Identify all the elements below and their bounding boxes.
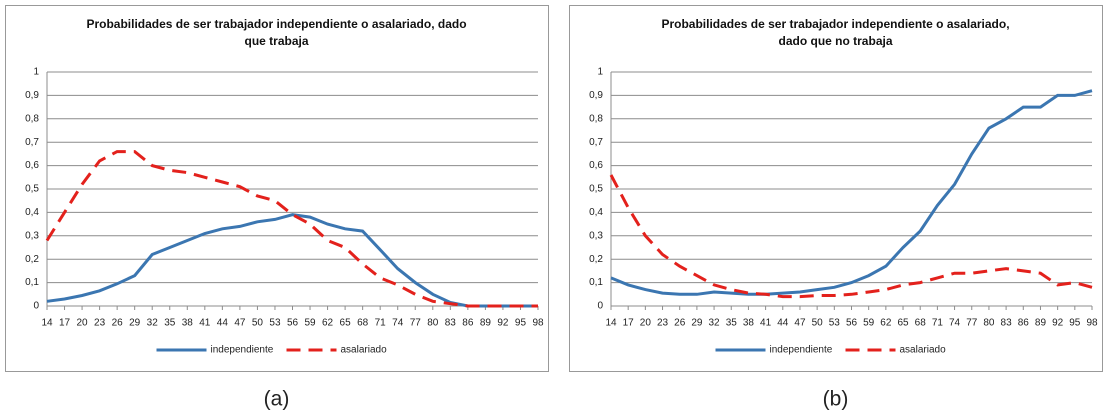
x-tick-label: 86 <box>1018 318 1030 329</box>
x-tick-label: 56 <box>287 318 299 329</box>
x-tick-label: 44 <box>217 318 229 329</box>
x-tick-label: 35 <box>726 318 738 329</box>
y-tick-label: 0,3 <box>589 230 603 241</box>
x-tick-label: 53 <box>829 318 841 329</box>
x-tick-label: 17 <box>623 318 635 329</box>
x-tick-label: 71 <box>375 318 387 329</box>
x-tick-label: 92 <box>497 318 509 329</box>
y-tick-label: 0,9 <box>589 90 603 101</box>
x-tick-label: 44 <box>777 318 789 329</box>
y-tick-label: 0,9 <box>25 90 39 101</box>
x-tick-label: 83 <box>445 318 457 329</box>
y-tick-label: 0,7 <box>25 137 39 148</box>
x-tick-label: 68 <box>357 318 369 329</box>
x-tick-label: 20 <box>77 318 89 329</box>
x-tick-label: 80 <box>983 318 995 329</box>
x-tick-label: 20 <box>640 318 652 329</box>
x-tick-label: 62 <box>880 318 892 329</box>
x-tick-label: 98 <box>1086 318 1098 329</box>
x-tick-label: 29 <box>691 318 703 329</box>
caption: (a) <box>264 388 290 411</box>
y-tick-label: 0,2 <box>589 254 603 265</box>
x-tick-label: 71 <box>932 318 944 329</box>
legend-label: asalariado <box>900 345 947 356</box>
caption: (b) <box>823 388 849 411</box>
x-tick-label: 65 <box>897 318 909 329</box>
x-tick-label: 50 <box>252 318 264 329</box>
y-tick-label: 0 <box>33 301 39 312</box>
y-tick-label: 0,1 <box>25 277 39 288</box>
x-tick-label: 32 <box>709 318 721 329</box>
x-tick-label: 98 <box>532 318 544 329</box>
x-tick-label: 89 <box>1035 318 1047 329</box>
x-tick-label: 14 <box>605 318 617 329</box>
series-line <box>609 174 1093 299</box>
x-tick-label: 80 <box>427 318 439 329</box>
y-tick-label: 0,4 <box>25 207 39 218</box>
legend-label: independiente <box>770 345 833 356</box>
legend-label: independiente <box>211 345 274 356</box>
y-tick-label: 0,1 <box>589 277 603 288</box>
x-tick-label: 95 <box>1069 318 1081 329</box>
y-tick-label: 0,4 <box>589 207 603 218</box>
x-tick-label: 92 <box>1052 318 1064 329</box>
y-tick-label: 0,8 <box>25 113 39 124</box>
y-tick-label: 0,6 <box>589 160 603 171</box>
x-tick-label: 77 <box>410 318 422 329</box>
x-tick-label: 50 <box>812 318 824 329</box>
x-tick-label: 59 <box>863 318 875 329</box>
x-tick-label: 23 <box>657 318 669 329</box>
x-tick-label: 17 <box>59 318 71 329</box>
chart-title: Probabilidades de ser trabajador indepen… <box>661 17 1010 48</box>
y-tick-label: 0,3 <box>25 230 39 241</box>
x-tick-label: 35 <box>164 318 176 329</box>
x-tick-label: 41 <box>199 318 211 329</box>
x-tick-label: 53 <box>269 318 281 329</box>
chart-title: Probabilidades de ser trabajador indepen… <box>86 17 467 48</box>
x-tick-label: 77 <box>966 318 978 329</box>
x-tick-label: 86 <box>462 318 474 329</box>
x-tick-label: 38 <box>182 318 194 329</box>
x-tick-label: 23 <box>94 318 106 329</box>
x-tick-label: 29 <box>129 318 141 329</box>
x-tick-label: 26 <box>674 318 686 329</box>
series-line <box>45 150 538 308</box>
x-tick-label: 62 <box>322 318 334 329</box>
x-tick-label: 41 <box>760 318 772 329</box>
x-tick-label: 68 <box>915 318 927 329</box>
y-tick-label: 0,2 <box>25 254 39 265</box>
series-line <box>610 89 1093 296</box>
x-tick-label: 56 <box>846 318 858 329</box>
y-tick-label: 1 <box>597 67 603 78</box>
y-tick-label: 1 <box>33 67 39 78</box>
y-tick-label: 0,5 <box>589 184 603 195</box>
x-tick-label: 47 <box>234 318 246 329</box>
x-tick-label: 83 <box>1001 318 1013 329</box>
x-tick-label: 59 <box>304 318 316 329</box>
x-tick-label: 74 <box>949 318 961 329</box>
x-tick-label: 95 <box>515 318 527 329</box>
x-tick-label: 65 <box>340 318 352 329</box>
y-tick-label: 0,8 <box>589 113 603 124</box>
x-tick-label: 74 <box>392 318 404 329</box>
x-tick-label: 89 <box>480 318 492 329</box>
y-tick-label: 0 <box>597 301 603 312</box>
y-tick-label: 0,5 <box>25 184 39 195</box>
x-tick-label: 47 <box>794 318 806 329</box>
x-tick-label: 26 <box>112 318 124 329</box>
legend-label: asalariado <box>341 345 388 356</box>
y-tick-label: 0,6 <box>25 160 39 171</box>
y-tick-label: 0,7 <box>589 137 603 148</box>
x-tick-label: 32 <box>147 318 159 329</box>
x-tick-label: 38 <box>743 318 755 329</box>
x-tick-label: 14 <box>41 318 53 329</box>
